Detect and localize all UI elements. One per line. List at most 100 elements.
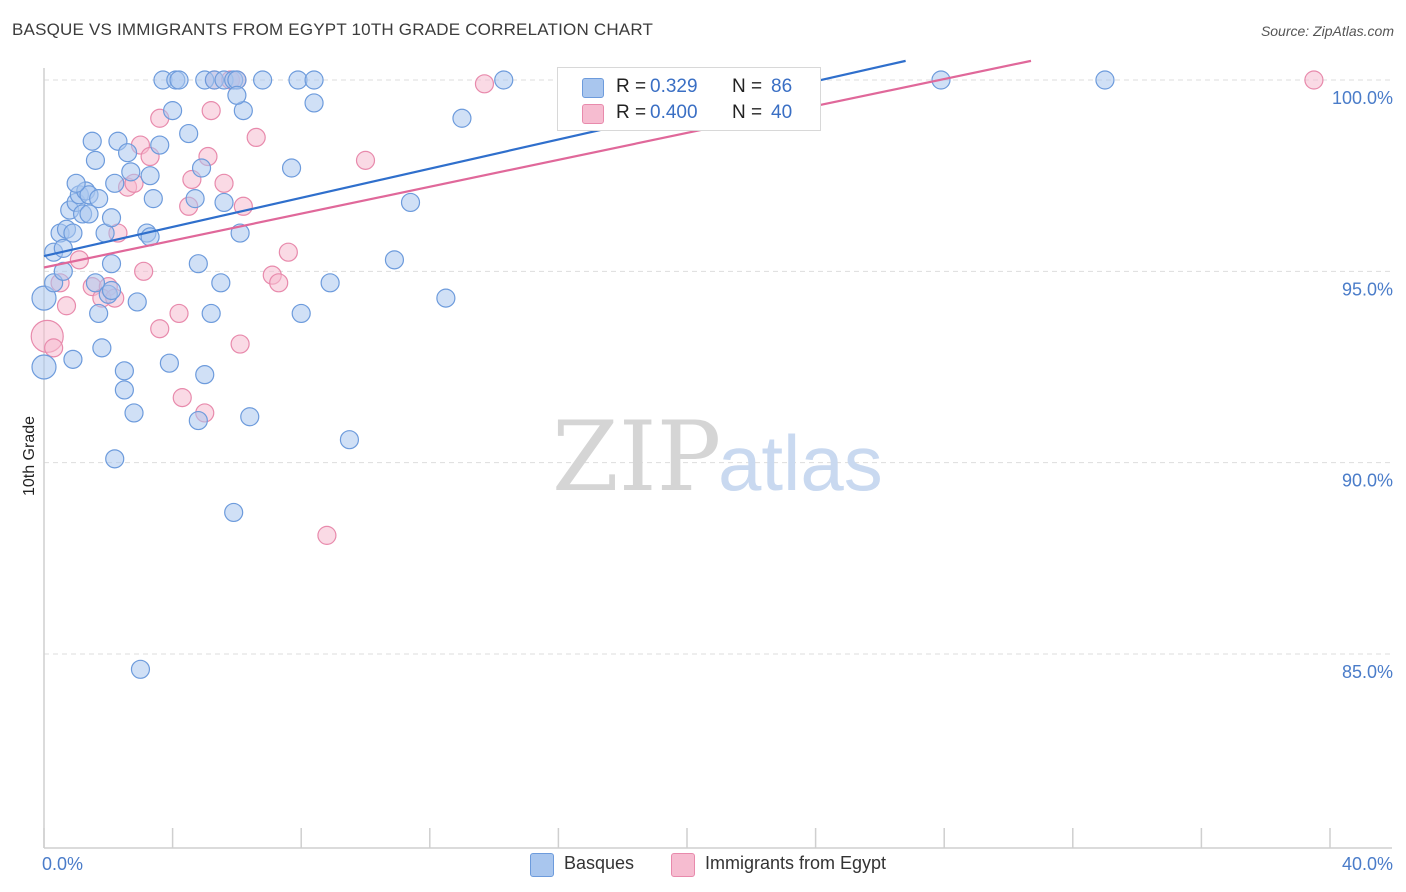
point-basques bbox=[253, 70, 273, 90]
point-basques bbox=[66, 173, 86, 193]
point-basques bbox=[85, 150, 106, 170]
point-basques bbox=[240, 407, 260, 427]
point-basques bbox=[179, 123, 199, 144]
x-tick-label: 40.0% bbox=[1342, 854, 1393, 874]
tick-labels: 100.0% 95.0% 90.0% 85.0% 0.0% 40.0% bbox=[42, 88, 1393, 874]
legend-swatch-blue bbox=[582, 78, 604, 98]
point-basques bbox=[224, 502, 244, 523]
legend-swatch-egypt bbox=[671, 853, 695, 877]
y-tick-label: 85.0% bbox=[1342, 662, 1393, 682]
point-egypt bbox=[246, 127, 266, 147]
point-basques bbox=[117, 143, 138, 163]
point-basques bbox=[304, 93, 324, 113]
point-basques bbox=[124, 403, 144, 423]
trend-lines bbox=[43, 59, 1032, 269]
point-basques bbox=[114, 380, 134, 400]
gridlines bbox=[44, 79, 1392, 655]
y-tick-label: 100.0% bbox=[1332, 88, 1393, 108]
point-basques bbox=[31, 285, 57, 311]
x-tick-label: 0.0% bbox=[42, 854, 83, 874]
point-basques bbox=[211, 273, 231, 293]
legend-label-basques: Basques bbox=[564, 853, 635, 873]
point-basques bbox=[320, 273, 340, 293]
point-basques bbox=[291, 303, 311, 324]
point-basques bbox=[140, 166, 160, 186]
trend-line-egypt bbox=[43, 59, 1032, 269]
point-basques bbox=[304, 70, 324, 90]
point-basques bbox=[53, 261, 73, 281]
point-basques bbox=[89, 189, 109, 209]
point-basques bbox=[191, 158, 212, 178]
series-legend: Basques Immigrants from Egypt bbox=[0, 852, 1406, 878]
point-basques bbox=[339, 430, 360, 450]
point-egypt bbox=[201, 101, 221, 121]
legend-r-value: 0.400 bbox=[650, 102, 698, 123]
point-basques bbox=[85, 273, 106, 293]
point-basques bbox=[53, 238, 73, 258]
point-basques bbox=[230, 223, 250, 243]
point-basques bbox=[143, 189, 163, 209]
point-basques bbox=[130, 659, 151, 679]
point-basques bbox=[79, 204, 99, 224]
legend-r-label: R = bbox=[616, 102, 647, 123]
y-axis-label: 10th Grade bbox=[21, 416, 38, 496]
point-basques bbox=[201, 303, 221, 324]
source-credit: Source: ZipAtlas.com bbox=[1260, 23, 1394, 39]
point-basques bbox=[101, 280, 122, 301]
point-basques bbox=[169, 70, 189, 90]
point-basques bbox=[89, 303, 109, 324]
point-basques bbox=[121, 162, 141, 182]
legend-r-value: 0.329 bbox=[650, 76, 698, 97]
legend-label-egypt: Immigrants from Egypt bbox=[705, 853, 887, 873]
point-egypt bbox=[150, 319, 170, 339]
point-basques bbox=[185, 189, 205, 209]
point-basques bbox=[400, 192, 421, 213]
point-egypt bbox=[172, 388, 192, 408]
y-tick-label: 90.0% bbox=[1342, 471, 1393, 491]
point-basques bbox=[384, 250, 405, 270]
point-basques bbox=[188, 410, 208, 431]
point-basques bbox=[101, 254, 122, 274]
point-egypt bbox=[355, 150, 376, 170]
point-basques bbox=[63, 223, 83, 243]
point-egypt bbox=[134, 261, 154, 281]
axes bbox=[43, 68, 1392, 849]
point-egypt bbox=[214, 173, 234, 193]
legend-r-label: R = bbox=[616, 76, 647, 97]
point-basques bbox=[127, 292, 147, 312]
point-basques bbox=[1095, 70, 1115, 90]
point-basques bbox=[63, 349, 83, 369]
point-basques bbox=[452, 108, 472, 128]
point-egypt bbox=[278, 242, 298, 262]
legend-n-value: 86 bbox=[771, 76, 793, 97]
point-basques bbox=[436, 288, 456, 308]
point-egypt bbox=[1304, 70, 1324, 90]
point-basques bbox=[105, 449, 125, 469]
point-basques bbox=[494, 70, 514, 90]
watermark-atlas: atlas bbox=[718, 419, 883, 507]
point-egypt bbox=[44, 338, 64, 358]
point-basques bbox=[227, 85, 247, 105]
point-egypt bbox=[269, 273, 289, 293]
legend-swatch-basques bbox=[530, 853, 554, 877]
point-basques bbox=[31, 354, 57, 380]
y-tick-label: 95.0% bbox=[1342, 279, 1393, 299]
point-basques bbox=[281, 158, 302, 178]
chart-title: BASQUE VS IMMIGRANTS FROM EGYPT 10TH GRA… bbox=[12, 20, 654, 39]
legend-n-label: N = bbox=[732, 102, 763, 123]
point-egypt bbox=[317, 525, 337, 545]
point-basques bbox=[150, 135, 170, 155]
legend-swatch-pink bbox=[582, 104, 604, 124]
point-egypt bbox=[230, 334, 250, 354]
stats-legend: R = 0.329 N = 86 R = 0.400 N = 40 bbox=[557, 67, 821, 131]
legend-n-label: N = bbox=[732, 76, 763, 97]
point-basques bbox=[114, 361, 134, 381]
point-basques bbox=[101, 208, 122, 228]
watermark: ZIP atlas bbox=[552, 401, 883, 513]
point-basques bbox=[214, 192, 234, 213]
series-basques bbox=[31, 70, 1115, 679]
point-basques bbox=[195, 365, 215, 385]
point-basques bbox=[92, 338, 112, 358]
point-egypt bbox=[56, 296, 77, 316]
